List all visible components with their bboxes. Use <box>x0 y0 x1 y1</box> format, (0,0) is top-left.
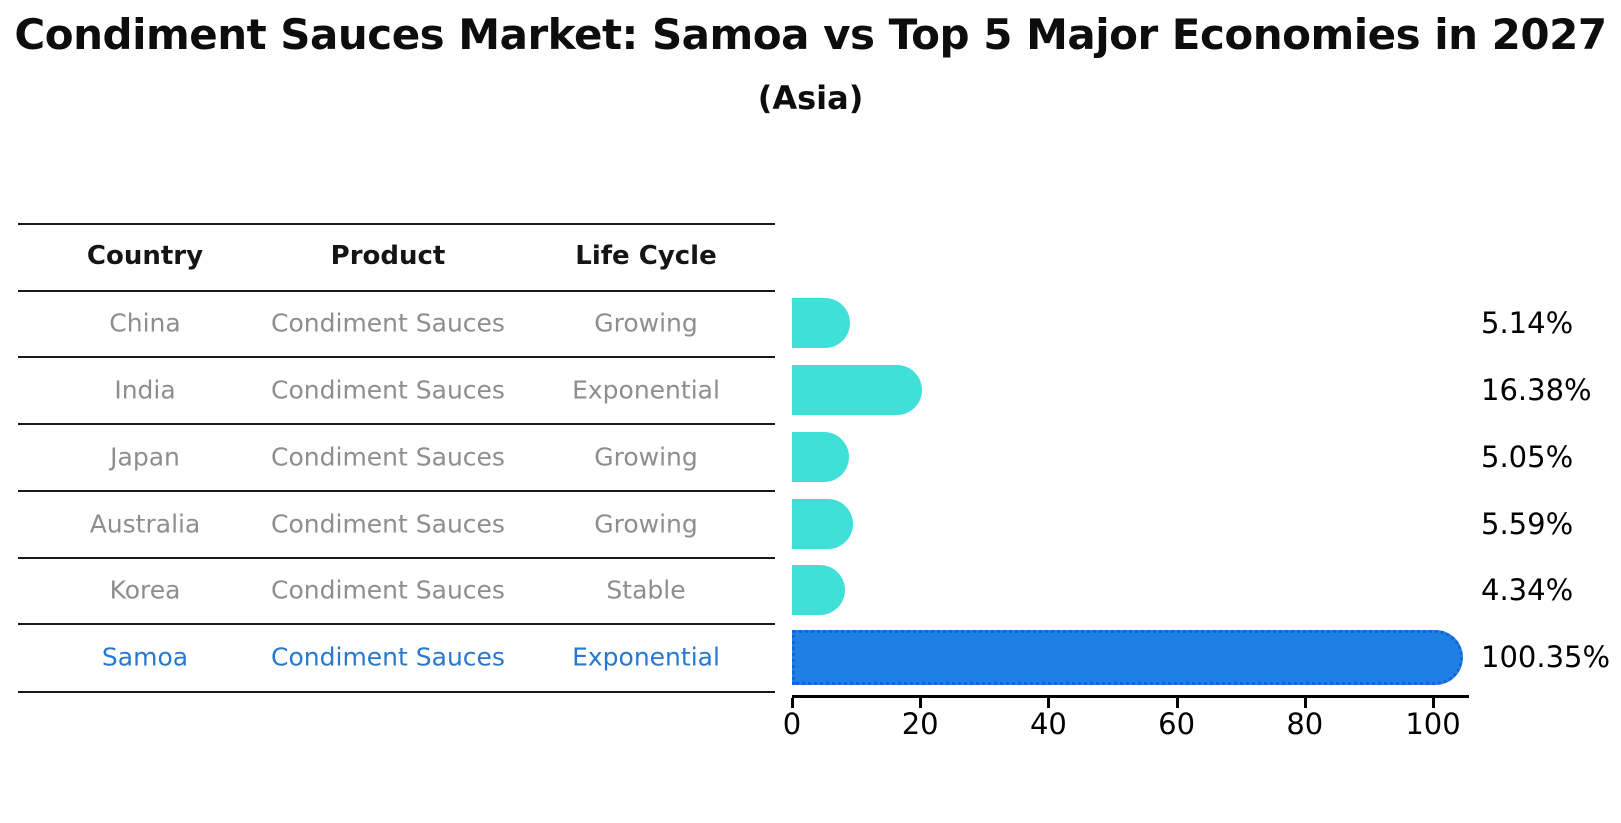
table-rule <box>18 356 775 358</box>
chart-title: Condiment Sauces Market: Samoa vs Top 5 … <box>14 10 1607 59</box>
table-cell-life_cycle-australia: Growing <box>594 509 698 538</box>
bar-india <box>792 364 922 415</box>
table-cell-country-korea: Korea <box>109 575 181 605</box>
table-cell-country-india: India <box>114 375 176 404</box>
table-cell-product-china: Condiment Sauces <box>271 308 505 338</box>
bar-value-label-australia: 5.59% <box>1481 506 1574 541</box>
x-axis-tick <box>791 698 794 708</box>
x-axis-tick-label: 20 <box>901 707 939 741</box>
x-axis-line <box>792 695 1469 698</box>
table-cell-life_cycle-korea: Stable <box>606 575 686 605</box>
table-cell-country-china: China <box>109 308 181 338</box>
x-axis-tick-label: 60 <box>1158 707 1196 741</box>
table-cell-product-korea: Condiment Sauces <box>271 575 505 605</box>
table-header-country: Country <box>86 241 204 271</box>
x-axis-tick <box>1432 698 1435 708</box>
table-rule <box>18 290 775 292</box>
bar-china <box>792 298 850 348</box>
table-cell-country-samoa: Samoa <box>101 642 189 672</box>
bar-australia <box>792 498 853 549</box>
table-header-product: Product <box>330 241 446 271</box>
table-header-life-cycle: Life Cycle <box>575 241 717 271</box>
table-rule <box>18 490 775 492</box>
table-cell-life_cycle-india: Exponential <box>572 375 720 404</box>
table-rule <box>18 423 775 425</box>
bar-korea <box>792 565 845 615</box>
x-axis-tick-label: 0 <box>782 707 802 741</box>
table-cell-product-australia: Condiment Sauces <box>271 509 505 538</box>
bar-value-label-china: 5.14% <box>1481 306 1574 340</box>
table-cell-product-japan: Condiment Sauces <box>271 442 505 471</box>
bar-japan <box>792 431 849 482</box>
table-cell-life_cycle-china: Growing <box>594 308 698 338</box>
x-axis-tick-label: 80 <box>1286 707 1324 741</box>
x-axis-tick <box>1175 698 1179 708</box>
table-cell-product-india: Condiment Sauces <box>271 375 505 404</box>
table-cell-product-samoa: Condiment Sauces <box>271 642 505 672</box>
table-cell-life_cycle-japan: Growing <box>594 442 698 471</box>
table-rule <box>18 623 775 625</box>
table-cell-life_cycle-samoa: Exponential <box>572 642 720 672</box>
table-cell-country-australia: Australia <box>89 509 201 538</box>
x-axis-tick-label: 40 <box>1029 707 1067 741</box>
x-axis-tick <box>1047 698 1051 708</box>
bar-value-label-samoa: 100.35% <box>1481 640 1611 674</box>
x-axis-tick-label: 100 <box>1405 707 1461 741</box>
bar-value-label-japan: 5.05% <box>1481 439 1574 474</box>
bar-value-label-india: 16.38% <box>1481 372 1592 407</box>
table-cell-country-japan: Japan <box>110 442 180 471</box>
x-axis-tick <box>1303 698 1307 708</box>
bar-value-label-korea: 4.34% <box>1481 573 1574 607</box>
table-rule <box>18 223 775 225</box>
bar-samoa <box>792 629 1463 685</box>
chart-subtitle: (Asia) <box>757 79 864 117</box>
table-rule <box>18 557 775 559</box>
x-axis-tick <box>919 698 923 708</box>
table-rule <box>18 691 775 693</box>
